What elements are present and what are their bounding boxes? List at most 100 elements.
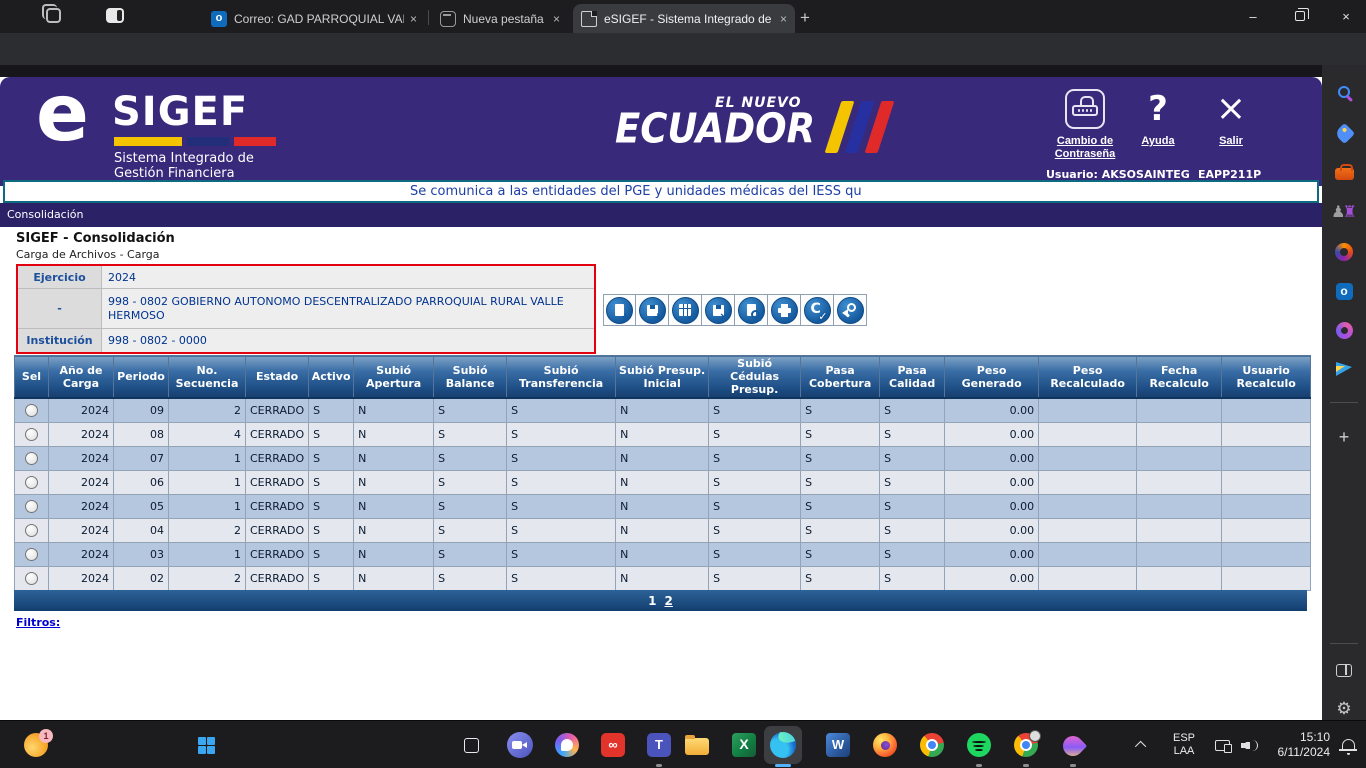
sidebar-designer-icon[interactable]	[1322, 313, 1366, 347]
firefox-icon[interactable]	[865, 721, 905, 768]
new-document-button[interactable]: +	[603, 294, 636, 326]
chat-button[interactable]	[500, 721, 540, 768]
paint-drop-icon[interactable]	[1053, 721, 1093, 768]
chrome-profile-icon[interactable]	[1006, 721, 1046, 768]
sidebar-search-icon[interactable]	[1322, 75, 1366, 109]
browser-tab-2[interactable]: Nueva pestaña ×	[432, 4, 568, 33]
table-cell: N	[616, 422, 709, 446]
pagination-page-2-link[interactable]: 2	[665, 594, 673, 608]
edge-icon-active[interactable]	[759, 721, 807, 768]
window-close-button[interactable]: ×	[1326, 0, 1366, 32]
excel-icon[interactable]: X	[724, 721, 764, 768]
esigef-logo: e	[36, 77, 89, 151]
table-cell	[1137, 566, 1222, 590]
filters-link[interactable]: Filtros:	[16, 616, 60, 629]
action-toolbar: + + ✓ × C✓	[603, 294, 867, 326]
tab-close-icon[interactable]: ×	[780, 12, 787, 26]
network-icon[interactable]	[1208, 721, 1236, 768]
sidebar-games-icon[interactable]: ♟♜	[1322, 196, 1366, 230]
spotify-icon[interactable]	[959, 721, 999, 768]
table-cell: S	[434, 542, 507, 566]
table-cell: S	[309, 422, 354, 446]
sidebar-tools-icon[interactable]	[1322, 157, 1366, 191]
workspaces-icon[interactable]	[46, 8, 61, 23]
table-cell: 0.00	[945, 542, 1039, 566]
volume-icon[interactable]	[1236, 721, 1264, 768]
table-cell: CERRADO	[246, 518, 309, 542]
notifications-bell-icon[interactable]	[1334, 721, 1362, 768]
table-cell-sel	[15, 470, 49, 494]
row-select-radio[interactable]	[25, 524, 38, 537]
window-minimize-button[interactable]: –	[1233, 0, 1273, 32]
table-cell: S	[709, 446, 801, 470]
exit-button[interactable]: × Salir	[1186, 89, 1276, 148]
notice-text: Se comunica a las entidades del PGE y un…	[410, 184, 862, 199]
row-select-radio[interactable]	[25, 500, 38, 513]
row-select-radio[interactable]	[25, 572, 38, 585]
table-cell: S	[434, 398, 507, 422]
esigef-header: e SIGEF Sistema Integrado de Gestión Fin…	[0, 77, 1322, 186]
table-cell: S	[801, 566, 880, 590]
clock-indicator[interactable]: 15:10 6/11/2024	[1268, 721, 1332, 768]
table-cell-sel	[15, 446, 49, 470]
table-cell: 0.00	[945, 494, 1039, 518]
task-view-button[interactable]	[451, 721, 491, 768]
table-cell: S	[709, 470, 801, 494]
row-select-radio[interactable]	[25, 452, 38, 465]
table-cell: 0.00	[945, 518, 1039, 542]
taskbar-copilot-icon[interactable]	[547, 721, 587, 768]
browser-tab-3-active[interactable]: eSIGEF - Sistema Integrado de Ge ×	[573, 4, 795, 33]
table-cell: S	[880, 566, 945, 590]
row-select-radio[interactable]	[25, 476, 38, 489]
save-new-button[interactable]: +	[636, 294, 669, 326]
teams-icon[interactable]: T	[639, 721, 679, 768]
sidebar-outlook-icon[interactable]: o	[1322, 274, 1366, 308]
acrobat-icon[interactable]: ∞	[593, 721, 633, 768]
file-explorer-icon[interactable]	[677, 721, 717, 768]
sidebar-send-icon[interactable]	[1322, 352, 1366, 386]
save-delete-button[interactable]: ×	[702, 294, 735, 326]
validate-button[interactable]: C✓	[801, 294, 834, 326]
start-button[interactable]	[186, 721, 226, 768]
window-restore-button[interactable]	[1280, 0, 1320, 32]
print-button[interactable]	[768, 294, 801, 326]
widgets-button[interactable]: 1	[14, 721, 58, 768]
table-cell: S	[880, 542, 945, 566]
sidebar-divider	[1330, 643, 1358, 644]
refresh-query-button[interactable]	[834, 294, 867, 326]
sidebar-add-icon[interactable]: +	[1322, 420, 1366, 454]
browser-tab-1[interactable]: o Correo: GAD PARROQUIAL VALLE ×	[203, 4, 425, 33]
language-indicator[interactable]: ESPLAA	[1162, 721, 1206, 768]
tab-title: Nueva pestaña	[463, 12, 547, 26]
row-select-radio[interactable]	[25, 404, 38, 417]
tab-actions-icon[interactable]	[106, 8, 124, 23]
row-select-radio[interactable]	[25, 428, 38, 441]
column-header: Pasa Cobertura	[801, 356, 880, 399]
grid-check-button[interactable]: ✓	[669, 294, 702, 326]
sidebar-shopping-icon[interactable]	[1322, 116, 1366, 150]
table-cell: S	[709, 398, 801, 422]
table-cell: N	[616, 566, 709, 590]
chrome-icon[interactable]	[912, 721, 952, 768]
table-cell: N	[354, 470, 434, 494]
tab-close-icon[interactable]: ×	[410, 12, 417, 26]
field-label: -	[18, 289, 102, 328]
tray-chevron-icon[interactable]	[1128, 721, 1156, 768]
page-title: SIGEF - Consolidación	[16, 231, 175, 246]
sidebar-split-panel-icon[interactable]	[1322, 653, 1366, 687]
table-cell: CERRADO	[246, 470, 309, 494]
table-cell: N	[354, 398, 434, 422]
table-cell: S	[709, 422, 801, 446]
word-icon[interactable]: W	[818, 721, 858, 768]
table-cell: S	[434, 446, 507, 470]
table-cell: N	[616, 518, 709, 542]
document-search-button[interactable]	[735, 294, 768, 326]
row-select-radio[interactable]	[25, 548, 38, 561]
notice-marquee: Se comunica a las entidades del PGE y un…	[3, 180, 1319, 203]
menu-consolidacion[interactable]: Consolidación	[7, 208, 83, 221]
table-cell: S	[507, 398, 616, 422]
sidebar-microsoft365-icon[interactable]	[1322, 235, 1366, 269]
table-cell: S	[434, 494, 507, 518]
tab-close-icon[interactable]: ×	[553, 12, 560, 26]
new-tab-button[interactable]: +	[800, 8, 810, 28]
